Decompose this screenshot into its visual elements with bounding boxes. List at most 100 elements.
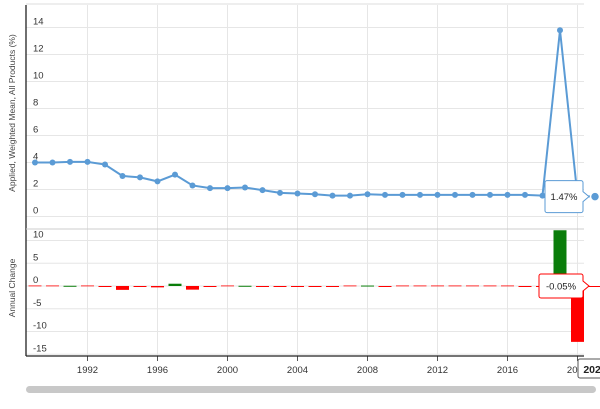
tooltip-bar: -0.05% — [538, 273, 590, 299]
bar — [553, 230, 567, 286]
data-point — [329, 192, 336, 199]
data-point — [469, 191, 476, 198]
data-point — [294, 190, 301, 197]
data-point — [119, 173, 126, 179]
bar — [483, 285, 497, 287]
bar — [396, 285, 409, 287]
x-tick-label: 2000 — [217, 365, 238, 376]
y-tick-label: 10 — [33, 71, 44, 82]
top-y-axis-title: Applied, Weighted Mean, All Products (%) — [7, 34, 17, 192]
y-tick-label: 0 — [33, 275, 38, 286]
line-series — [32, 27, 600, 202]
y-tick-label: 5 — [33, 252, 38, 263]
bar — [28, 285, 42, 287]
data-point — [347, 192, 353, 199]
y-tick-label: -15 — [33, 343, 47, 354]
data-point — [382, 191, 388, 198]
bar — [448, 285, 462, 287]
bar — [221, 285, 234, 287]
y-tick-label: 6 — [33, 125, 38, 136]
y-tick-label: 4 — [33, 152, 38, 163]
data-point — [137, 174, 143, 181]
bar — [431, 285, 444, 287]
x-axis-ticks: 19921996200020042008201220162020 — [77, 365, 588, 376]
y-tick-label: 2 — [33, 179, 38, 190]
bar — [518, 286, 532, 287]
data-point — [399, 191, 406, 198]
data-point — [312, 191, 318, 198]
bar — [186, 286, 199, 290]
data-point — [67, 158, 73, 165]
bar — [151, 286, 164, 288]
data-point — [102, 161, 108, 168]
y-tick-label: -10 — [33, 321, 47, 332]
bar — [63, 285, 77, 287]
series-line — [35, 30, 596, 198]
bar — [343, 285, 357, 287]
x-tick-label: 2008 — [357, 365, 378, 376]
bar — [326, 286, 339, 287]
data-point — [259, 187, 266, 194]
tooltip-label: 1.47% — [551, 192, 578, 203]
y-tick-label: 0 — [33, 206, 38, 217]
axes: 0 2 4 6 8 10 12 14 -15 -10 -5 0 5 10 — [25, 3, 584, 361]
y-tick-label: 8 — [33, 98, 38, 109]
data-point — [172, 171, 178, 178]
bar — [168, 283, 182, 286]
bar — [378, 286, 392, 287]
bar — [203, 286, 217, 287]
x-tick-label: 2012 — [427, 365, 448, 376]
data-point — [539, 192, 546, 199]
grid — [26, 5, 584, 356]
data-point — [434, 191, 441, 198]
bar — [273, 286, 287, 287]
bar — [98, 286, 112, 287]
x-highlight-box — [577, 358, 600, 379]
y-tick-label: 10 — [33, 230, 44, 241]
bar — [308, 286, 322, 287]
x-tick-label: 2004 — [287, 365, 308, 376]
data-point — [207, 185, 213, 192]
bar — [133, 286, 147, 287]
x-highlight-tag: 2021 — [577, 358, 600, 379]
data-point — [84, 158, 91, 165]
data-point — [417, 191, 423, 198]
bar — [81, 285, 94, 287]
data-point — [364, 191, 371, 198]
tooltips: 1.47% -0.05% 2021 — [538, 180, 600, 379]
bar — [46, 285, 59, 287]
tooltip-label: -0.05% — [546, 282, 577, 293]
data-point — [277, 189, 283, 196]
data-point — [522, 191, 528, 198]
bar — [501, 285, 514, 287]
tooltip-box — [538, 273, 590, 299]
bar — [238, 285, 252, 287]
bar — [116, 286, 129, 290]
bar — [256, 286, 269, 287]
x-tick-label: 1996 — [147, 365, 168, 376]
data-point — [557, 27, 563, 34]
data-point — [589, 191, 600, 202]
bar — [361, 285, 374, 287]
bar — [413, 285, 427, 287]
bar — [571, 286, 584, 342]
y-tick-label: 12 — [33, 44, 44, 55]
bar — [466, 285, 479, 287]
horizontal-scrollbar[interactable] — [26, 386, 596, 393]
data-point — [189, 182, 196, 189]
data-point — [452, 191, 458, 198]
y-tick-label: 14 — [33, 17, 44, 28]
data-point — [242, 184, 248, 191]
bar-series — [28, 230, 600, 342]
bottom-y-axis-title: Annual Change — [7, 258, 17, 317]
data-point — [487, 191, 493, 198]
x-tick-label: 1992 — [77, 365, 98, 376]
data-point — [504, 191, 511, 198]
data-point — [154, 178, 161, 185]
x-tick-label: 2016 — [497, 365, 518, 376]
y-tick-label: -5 — [33, 298, 41, 309]
tooltip-line: 1.47% — [544, 180, 590, 214]
data-point — [49, 159, 56, 166]
tooltip-box — [544, 180, 590, 214]
